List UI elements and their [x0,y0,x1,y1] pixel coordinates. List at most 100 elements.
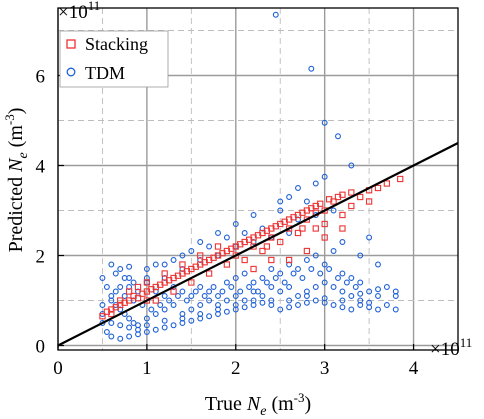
tdm-point [259,299,266,306]
tdm-point [375,306,381,313]
x-tick-label: 0 [53,358,63,379]
stacking-point [188,279,195,286]
tdm-point [108,297,115,304]
tdm-point [206,313,213,320]
stacking-point [143,279,151,286]
x-axis-label: True Ne (m-3) [205,390,311,419]
plot-frame [57,7,459,351]
legend-marker-tdm [66,67,76,77]
tdm-point [303,198,310,205]
tdm-point [250,279,257,286]
tdm-point [197,302,204,308]
tdm-point [161,324,168,331]
tdm-point [108,333,115,340]
stacking-point [321,234,328,241]
stacking-point [223,261,231,268]
tdm-point [277,288,284,295]
tdm-point [383,284,390,290]
tdm-point [179,252,186,259]
tdm-point [286,304,293,311]
tdm-point [197,311,204,317]
legend-label-tdm: TDM [85,63,125,83]
tdm-point [357,252,364,259]
tdm-point [188,317,195,324]
tdm-point [286,297,293,304]
tdm-point [126,324,133,331]
tdm-point [161,306,168,313]
tdm-point [295,293,301,299]
stacking-point [285,225,293,232]
legend-box [59,30,169,88]
tdm-point [308,65,315,72]
stacking-point [365,198,373,205]
tdm-point [117,284,124,290]
stacking-point [285,256,293,264]
tdm-point [321,279,328,286]
tdm-point [312,180,319,187]
tdm-point [312,297,319,304]
tdm-point [357,297,364,304]
stacking-point [99,313,106,320]
tdm-point [143,315,150,322]
tdm-point [148,306,155,313]
tdm-point [272,11,279,18]
tdm-point [303,299,310,306]
tdm-point [152,261,159,268]
tdm-point [375,261,381,268]
tdm-point [135,326,141,333]
tdm-point [268,302,275,308]
tdm-point [321,173,328,180]
tdm-point [188,306,195,313]
y-tick-label: 0 [36,337,46,358]
tdm-point [103,329,110,335]
stacking-point [179,261,186,268]
stacking-point [250,243,257,250]
tdm-point [383,302,390,308]
tdm-point [241,304,248,311]
tdm-point [250,297,257,304]
tdm-point [206,297,213,304]
tdm-point [259,275,266,281]
tdm-point [290,270,297,277]
tdm-point [108,261,115,268]
tdm-point [339,288,346,295]
stacking-point [330,198,337,205]
tdm-point [277,198,284,205]
tdm-point [161,293,168,299]
tdm-point [179,288,186,295]
tdm-point [143,322,150,329]
tdm-point [157,302,164,308]
stacking-point [294,229,302,237]
stacking-point [117,297,124,304]
y-tick-label: 4 [36,157,46,178]
tdm-point [339,304,346,311]
tdm-point [308,266,315,272]
stacking-point [108,310,115,318]
x-scale-label: ×1011 [430,335,472,360]
y-tick-label: 6 [36,67,46,88]
stacking-point [241,256,248,264]
stacking-point [268,234,275,241]
tdm-point [241,297,248,304]
tdm-point [112,270,119,277]
stacking-point [299,225,306,232]
tdm-point [303,293,310,299]
tdm-point [241,230,248,236]
tdm-point [277,207,284,214]
tdm-point [170,302,177,308]
tdm-point [143,266,150,272]
tdm-point [121,275,128,281]
tdm-point [206,243,213,250]
stacking-point [339,191,346,198]
reference-line [57,142,459,347]
legend-label-stacking: Stacking [85,34,148,54]
tdm-point [343,279,350,286]
tdm-point [188,248,195,254]
tdm-point [348,293,355,299]
grid-lines [57,8,458,350]
tdm-point [206,288,213,295]
tdm-point [321,119,328,126]
tdm-point [312,284,319,290]
y-axis-label: Predicted Ne (m-3) [2,108,31,253]
x-tick-label: 4 [409,358,419,379]
